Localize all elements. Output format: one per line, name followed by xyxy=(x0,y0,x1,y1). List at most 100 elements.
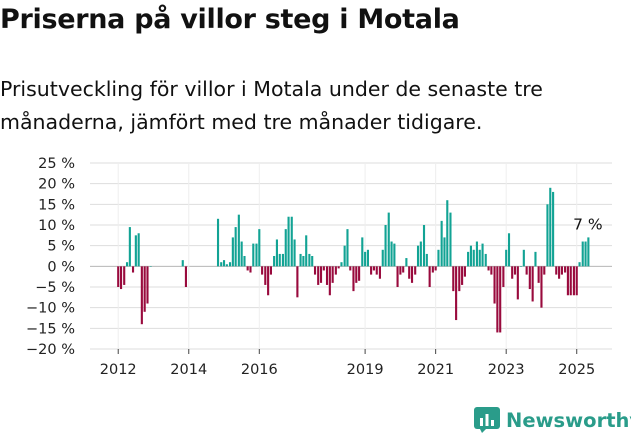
bar xyxy=(352,266,355,292)
bar xyxy=(313,266,317,275)
bar xyxy=(414,266,417,275)
bar xyxy=(552,191,555,267)
bar xyxy=(311,256,314,267)
bar xyxy=(128,227,131,267)
bar xyxy=(293,239,296,267)
bar xyxy=(502,266,505,287)
bar xyxy=(564,266,567,273)
x-tick-label: 2019 xyxy=(347,362,384,378)
bar xyxy=(222,260,226,267)
bar xyxy=(269,266,272,275)
y-axis-ticks: −20 % −15 % −10 % −5 % 0 % 5 % 10 % 15 % 20 % 25 … xyxy=(26,156,75,358)
bar xyxy=(243,256,246,267)
bar xyxy=(469,245,472,267)
bar xyxy=(240,241,243,267)
bar xyxy=(358,266,361,281)
bar xyxy=(408,266,411,279)
bar xyxy=(560,266,563,275)
bar xyxy=(305,235,308,267)
bar xyxy=(540,266,543,308)
bar xyxy=(440,220,443,267)
bar xyxy=(490,266,493,275)
x-tick-label: 2012 xyxy=(100,362,137,378)
bar xyxy=(349,266,352,271)
bar xyxy=(399,266,402,275)
bar xyxy=(299,253,302,267)
bar xyxy=(546,204,549,267)
bar xyxy=(419,241,422,267)
bar xyxy=(278,253,281,267)
bar xyxy=(134,235,137,267)
bar xyxy=(246,266,249,271)
bar xyxy=(281,253,284,267)
bar xyxy=(337,266,340,269)
bar xyxy=(255,243,258,267)
bar xyxy=(493,266,496,304)
bar xyxy=(437,249,440,267)
bar xyxy=(322,266,325,271)
bar xyxy=(472,249,475,267)
x-tick-label: 2023 xyxy=(488,362,525,378)
bar xyxy=(370,266,373,275)
x-tick-label: 2025 xyxy=(558,362,595,378)
bar xyxy=(425,253,428,267)
bar xyxy=(513,266,517,275)
bar xyxy=(366,249,369,267)
x-tick-label: 2016 xyxy=(241,362,278,378)
bar xyxy=(446,200,449,267)
bar xyxy=(273,256,276,267)
x-tick-label: 2014 xyxy=(170,362,207,378)
bar xyxy=(534,251,537,267)
bar xyxy=(516,266,519,300)
bar xyxy=(569,266,572,296)
bar xyxy=(587,237,590,267)
bar xyxy=(355,266,358,283)
bar xyxy=(137,233,140,267)
bar-chart: −20 % −15 % −10 % −5 % 0 % 5 % 10 % 15 % 20 % 25 … xyxy=(26,156,612,378)
bar xyxy=(220,262,223,267)
x-tick-label: 2021 xyxy=(417,362,454,378)
bar xyxy=(225,264,228,267)
bar xyxy=(531,266,534,302)
bar xyxy=(249,266,252,273)
bar xyxy=(458,266,461,292)
bar xyxy=(117,266,120,287)
bar xyxy=(537,266,540,283)
bar xyxy=(528,266,531,290)
bar xyxy=(364,251,367,267)
bar xyxy=(558,266,561,279)
bar xyxy=(216,218,220,267)
y-tick-label: −5 % xyxy=(35,280,75,296)
bar-chart-logo-icon xyxy=(474,407,500,433)
bar xyxy=(478,249,481,267)
bar xyxy=(467,251,470,267)
bar xyxy=(181,260,184,267)
x-axis-ticks: 2012 2014 2016 2019 2021 2023 2025 xyxy=(100,349,595,378)
bars xyxy=(117,187,590,333)
bar xyxy=(519,266,523,267)
bar xyxy=(143,266,146,312)
bar xyxy=(496,266,499,333)
y-tick-label: 15 % xyxy=(38,197,75,213)
bar xyxy=(384,225,387,267)
bar xyxy=(434,266,437,271)
bar xyxy=(393,243,396,267)
bar xyxy=(252,243,255,267)
bar xyxy=(231,237,234,267)
bar xyxy=(378,266,381,279)
brand-logo[interactable]: Newsworthy xyxy=(474,406,631,434)
bar xyxy=(584,241,587,267)
bar xyxy=(507,233,511,267)
y-tick-label: 10 % xyxy=(38,218,75,234)
bar xyxy=(402,266,405,273)
bar xyxy=(284,229,287,267)
bar xyxy=(119,266,123,290)
gridlines xyxy=(90,162,612,350)
bar xyxy=(258,229,261,267)
bar xyxy=(422,225,426,267)
bar xyxy=(184,266,187,287)
bar xyxy=(390,241,393,267)
y-tick-label: 25 % xyxy=(38,156,75,172)
bar xyxy=(123,266,126,285)
bar xyxy=(343,245,346,267)
